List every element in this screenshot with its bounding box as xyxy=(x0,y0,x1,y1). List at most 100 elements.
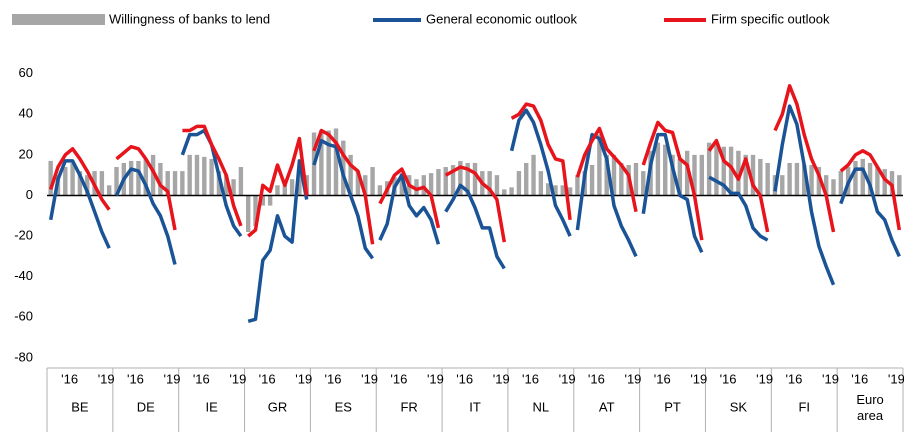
group-label: GR xyxy=(268,399,288,414)
y-tick-label: 0 xyxy=(26,187,33,202)
bar xyxy=(450,165,456,196)
bar xyxy=(794,162,800,196)
bar xyxy=(780,175,785,196)
bar xyxy=(692,154,697,196)
bar xyxy=(538,171,544,196)
bar xyxy=(348,154,353,196)
bar xyxy=(663,144,668,196)
line xyxy=(509,108,572,237)
bar xyxy=(684,150,690,196)
bar xyxy=(838,171,844,196)
bar xyxy=(77,171,83,196)
bar xyxy=(289,179,295,196)
x-tick-label: '16 xyxy=(654,371,671,386)
y-tick-label: 60 xyxy=(19,65,33,80)
x-tick-label: '16 xyxy=(785,371,802,386)
bar xyxy=(560,185,565,196)
bar xyxy=(436,169,441,196)
line xyxy=(641,120,704,241)
bar xyxy=(743,154,748,196)
bar xyxy=(714,142,719,196)
x-tick-label: '19 xyxy=(559,371,576,386)
bar xyxy=(114,167,119,196)
bar xyxy=(553,185,558,196)
line xyxy=(641,132,704,254)
bar xyxy=(180,171,185,196)
x-tick-label: '16 xyxy=(588,371,605,386)
bar xyxy=(641,171,646,196)
bar xyxy=(209,158,214,196)
bar xyxy=(597,134,602,196)
line xyxy=(115,144,177,231)
x-tick-label: '19 xyxy=(361,371,378,386)
group-label: Euro area xyxy=(856,392,884,423)
bar xyxy=(736,150,741,196)
bar xyxy=(231,179,236,196)
line xyxy=(444,165,507,243)
bar xyxy=(611,154,617,196)
bar xyxy=(187,154,192,196)
bar xyxy=(589,165,595,196)
bar xyxy=(216,171,222,196)
bar xyxy=(282,185,287,196)
bar xyxy=(765,162,770,196)
bar xyxy=(253,195,258,226)
bar xyxy=(106,185,112,196)
x-tick-label: '16 xyxy=(456,371,473,386)
line xyxy=(247,136,309,238)
line xyxy=(575,126,638,213)
x-tick-label: '19 xyxy=(690,371,707,386)
bar xyxy=(70,162,75,196)
line xyxy=(182,124,243,227)
group-label: DE xyxy=(137,399,155,414)
bar xyxy=(472,162,478,196)
bar xyxy=(194,154,200,196)
bar xyxy=(363,175,368,196)
bar xyxy=(897,175,902,196)
group-label-line: Euro xyxy=(856,392,883,407)
line xyxy=(773,104,836,286)
bar xyxy=(48,160,53,196)
bar xyxy=(377,185,383,196)
bar xyxy=(816,167,822,196)
group-label: ES xyxy=(335,399,353,414)
y-tick-label: 40 xyxy=(19,106,33,121)
bar xyxy=(158,162,163,196)
x-tick-label: '16 xyxy=(61,371,78,386)
bar xyxy=(128,160,134,196)
legend-label: Willingness of banks to lend xyxy=(109,11,270,26)
bar xyxy=(831,179,836,196)
x-tick-label: '16 xyxy=(522,371,539,386)
bar xyxy=(750,154,756,196)
bar xyxy=(399,173,405,196)
bar xyxy=(260,195,266,206)
bar xyxy=(421,175,426,196)
bar xyxy=(875,167,880,196)
bar xyxy=(150,154,156,196)
x-tick-label: '19 xyxy=(98,371,115,386)
line xyxy=(49,147,111,211)
bar xyxy=(853,160,858,196)
bar xyxy=(443,167,448,196)
bar xyxy=(202,156,207,196)
x-tick-label: '16 xyxy=(325,371,342,386)
x-tick-label: '19 xyxy=(229,371,246,386)
bar xyxy=(414,179,419,196)
line xyxy=(510,102,572,221)
group-label: NL xyxy=(533,399,550,414)
bar xyxy=(238,167,244,196)
group-label: PT xyxy=(664,399,681,414)
x-tick-label: '19 xyxy=(295,371,312,386)
x-tick-label: '16 xyxy=(851,371,868,386)
bar xyxy=(465,162,470,196)
line xyxy=(378,167,441,229)
group-label: BE xyxy=(71,399,89,414)
line xyxy=(312,138,375,260)
group-label-line: area xyxy=(857,408,884,423)
bar xyxy=(267,195,273,206)
bar xyxy=(699,154,705,196)
bar xyxy=(545,183,551,196)
x-tick-label: '19 xyxy=(493,371,510,386)
bar xyxy=(326,130,331,196)
